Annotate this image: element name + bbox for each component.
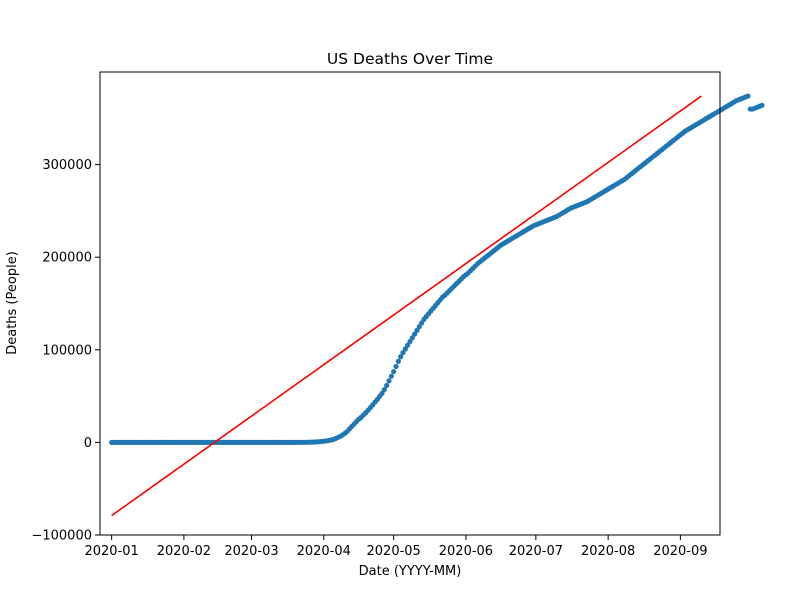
y-tick-label: −100000	[31, 529, 92, 544]
data-point	[407, 338, 413, 345]
data-point	[395, 358, 401, 364]
data-point	[405, 342, 411, 348]
x-tick-label: 2020-08	[581, 544, 635, 559]
chart-title: US Deaths Over Time	[327, 50, 493, 68]
data-point	[745, 93, 751, 99]
y-tick-label: 200000	[42, 251, 92, 266]
data-point	[409, 335, 415, 341]
x-tick-label: 2020-05	[367, 544, 421, 559]
data-point	[393, 363, 399, 370]
x-tick-label: 2020-01	[84, 544, 138, 559]
axes-layer: 2020-01 2020-02 2020-03 2020-04 2020-05 2020-…	[31, 158, 707, 559]
trend-line	[111, 95, 702, 517]
y-axis-title: Deaths (People)	[5, 251, 20, 355]
x-tick-label: 2020-04	[297, 544, 351, 559]
data-point	[384, 382, 390, 389]
x-tick-label: 2020-06	[439, 544, 493, 559]
plot-layer	[109, 93, 765, 517]
x-tick-label: 2020-09	[653, 544, 707, 559]
data-point	[400, 349, 406, 356]
data-point	[416, 324, 422, 330]
x-tick-label: 2020-03	[224, 544, 278, 559]
data-point	[412, 331, 418, 337]
data-point	[419, 320, 425, 326]
y-tick-label: 100000	[42, 343, 92, 358]
data-point	[402, 346, 408, 352]
x-tick-label: 2020-07	[509, 544, 563, 559]
data-point	[388, 373, 394, 379]
data-point	[381, 387, 387, 393]
data-point	[379, 390, 385, 396]
x-tick-label: 2020-02	[157, 544, 211, 559]
y-tick-label: 300000	[42, 158, 92, 173]
data-point	[398, 354, 404, 360]
data-point	[391, 368, 397, 375]
data-point	[759, 102, 765, 108]
data-point	[414, 327, 420, 333]
y-tick-label: 0	[84, 436, 92, 451]
plot-frame	[99, 71, 721, 536]
data-point	[386, 378, 392, 384]
x-axis-title: Date (YYYY-MM)	[359, 564, 462, 579]
